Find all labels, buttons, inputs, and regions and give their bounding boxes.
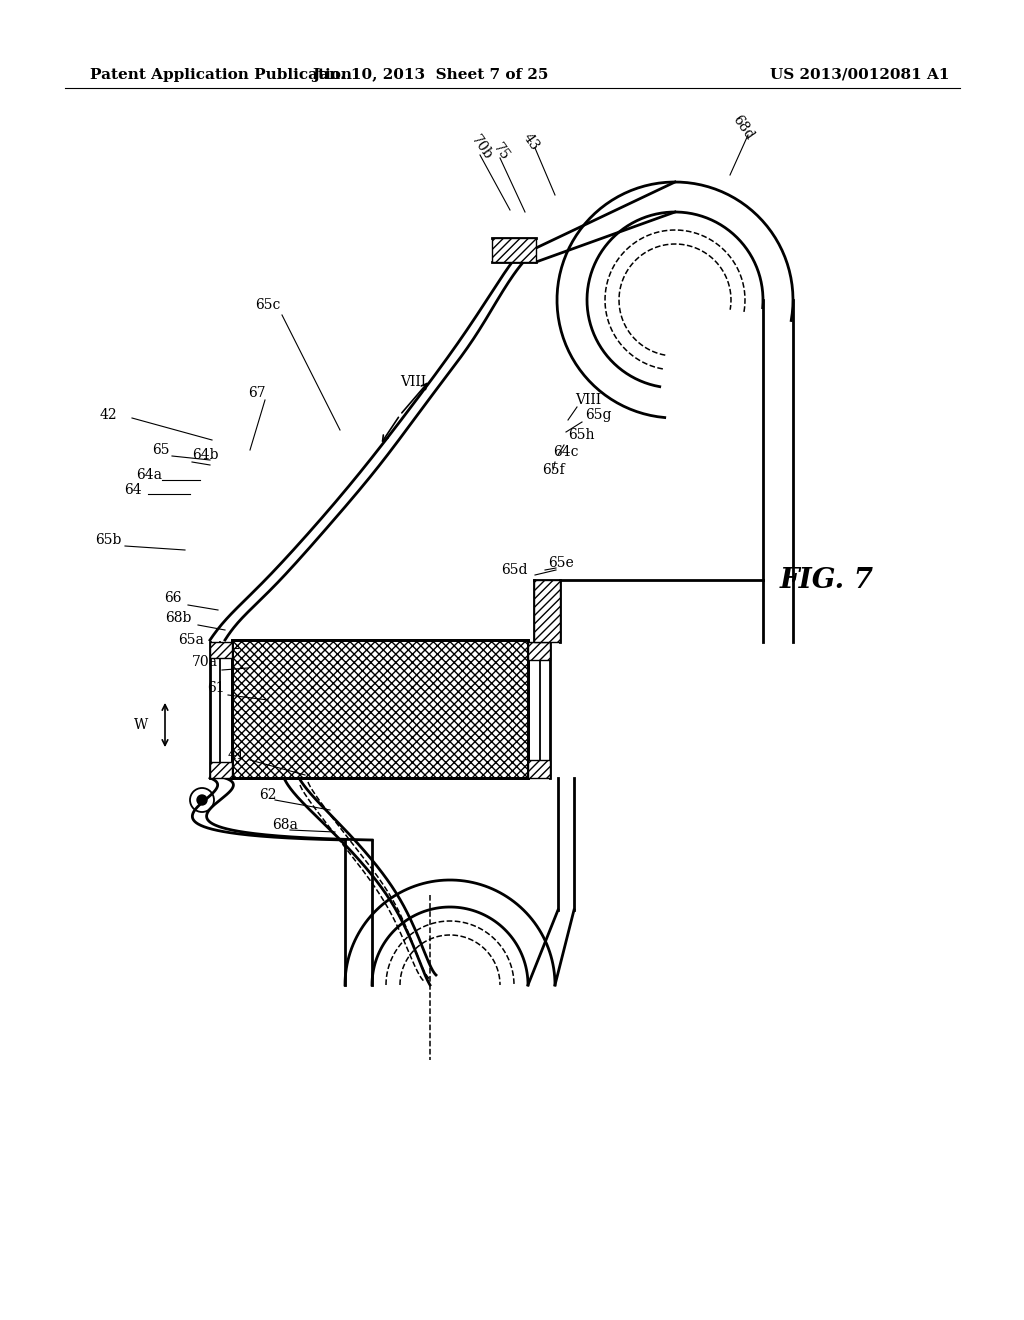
Text: 65c: 65c: [255, 298, 281, 312]
Bar: [232, 640, 528, 777]
Text: 70a: 70a: [193, 655, 218, 669]
Text: 65f: 65f: [542, 463, 564, 477]
Text: 41: 41: [227, 748, 245, 762]
Bar: [210, 642, 232, 657]
Bar: [528, 760, 550, 777]
Bar: [534, 579, 560, 642]
Text: 65d: 65d: [502, 564, 528, 577]
Text: W: W: [134, 718, 148, 733]
Text: 62: 62: [259, 788, 276, 803]
Bar: [232, 640, 528, 777]
Text: 64a: 64a: [136, 469, 162, 482]
Text: 64: 64: [124, 483, 142, 498]
Text: 75: 75: [490, 141, 512, 164]
Text: 65e: 65e: [548, 556, 573, 570]
Text: 65b: 65b: [95, 533, 122, 546]
Text: Patent Application Publication: Patent Application Publication: [90, 69, 352, 82]
Text: 43: 43: [520, 131, 542, 153]
Text: 65h: 65h: [568, 428, 595, 442]
Text: 67: 67: [248, 385, 265, 400]
Text: 70b: 70b: [468, 133, 495, 162]
Bar: [492, 238, 536, 261]
Text: 68b: 68b: [166, 611, 193, 624]
Text: 65: 65: [153, 444, 170, 457]
Text: 68d: 68d: [730, 114, 757, 143]
Text: 61: 61: [208, 681, 225, 696]
Text: 68a: 68a: [272, 818, 298, 832]
Circle shape: [197, 795, 207, 805]
Text: 65a: 65a: [178, 634, 204, 647]
Text: VIII: VIII: [400, 375, 426, 389]
Text: 64c: 64c: [553, 445, 579, 459]
Bar: [528, 642, 550, 660]
Text: VIII: VIII: [575, 393, 601, 407]
Text: 66: 66: [165, 591, 182, 605]
Text: 42: 42: [100, 408, 118, 422]
Bar: [210, 762, 232, 777]
Text: 65g: 65g: [585, 408, 611, 422]
Text: Jan. 10, 2013  Sheet 7 of 25: Jan. 10, 2013 Sheet 7 of 25: [312, 69, 548, 82]
Text: FIG. 7: FIG. 7: [780, 566, 874, 594]
Text: 64b: 64b: [193, 447, 218, 462]
Text: US 2013/0012081 A1: US 2013/0012081 A1: [770, 69, 950, 82]
